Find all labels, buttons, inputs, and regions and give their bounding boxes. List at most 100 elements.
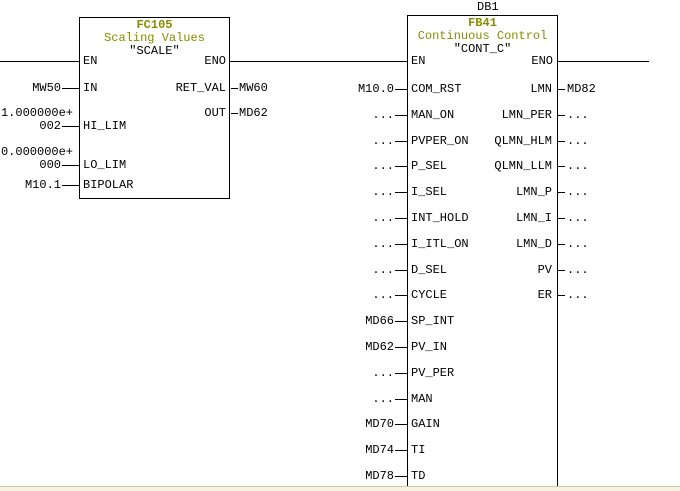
bottom-pane-edge bbox=[0, 486, 680, 491]
pin-name-label: MAN_ON bbox=[411, 108, 455, 122]
pin-name-label: D_SEL bbox=[411, 263, 448, 277]
pin-operand-placeholder[interactable]: ... bbox=[567, 237, 589, 251]
pin-name-label: BIPOLAR bbox=[83, 178, 134, 192]
pin-operand-placeholder[interactable]: ... bbox=[372, 159, 394, 173]
pin-stub-wire bbox=[62, 165, 79, 166]
fc105-scale-block[interactable]: FC105 Scaling Values "SCALE" EN ENO bbox=[79, 17, 230, 199]
pin-stub-wire bbox=[558, 166, 565, 167]
pin-name-label: QLMN_HLM bbox=[494, 134, 552, 148]
pin-operand-placeholder[interactable]: ... bbox=[372, 134, 394, 148]
pin-operand-placeholder[interactable]: ... bbox=[567, 288, 589, 302]
pin-stub-wire bbox=[558, 244, 565, 245]
fb41-cont-c-block[interactable]: FB41 Continuous Control "CONT_C" EN ENO bbox=[407, 15, 558, 491]
pin-operand-placeholder[interactable]: ... bbox=[567, 108, 589, 122]
pin-name-label: LMN_D bbox=[515, 237, 552, 251]
pin-operand-placeholder[interactable]: ... bbox=[372, 263, 394, 277]
block-type-label: FB41 bbox=[468, 16, 497, 30]
pin-stub-wire bbox=[395, 295, 407, 296]
pin-name-label: P_SEL bbox=[411, 159, 448, 173]
pin-stub-wire bbox=[395, 244, 407, 245]
pin-stub-wire bbox=[395, 192, 407, 193]
pin-operand-placeholder[interactable]: ... bbox=[372, 288, 394, 302]
block-symbol-name: "SCALE" bbox=[129, 44, 180, 58]
pin-operand-placeholder[interactable]: ... bbox=[372, 211, 394, 225]
pin-operand-placeholder[interactable]: ... bbox=[567, 185, 589, 199]
pin-operand[interactable]: MD82 bbox=[567, 82, 596, 96]
pin-name-label: LO_LIM bbox=[83, 158, 127, 172]
pin-operand-placeholder[interactable]: ... bbox=[567, 211, 589, 225]
pin-name-label: CYCLE bbox=[411, 288, 448, 302]
pin-stub-wire bbox=[62, 185, 79, 186]
pin-stub-wire bbox=[558, 115, 565, 116]
pin-operand[interactable]: MD66 bbox=[365, 314, 394, 328]
pin-name-label: I_SEL bbox=[411, 185, 448, 199]
pin-stub-wire bbox=[395, 141, 407, 142]
wire-rail-to-fc105-en bbox=[0, 61, 80, 62]
pin-operand-placeholder[interactable]: ... bbox=[567, 134, 589, 148]
pin-stub-wire bbox=[395, 270, 407, 271]
pin-stub-wire bbox=[395, 166, 407, 167]
pin-operand[interactable]: MD62 bbox=[239, 106, 268, 120]
pin-stub-wire bbox=[395, 373, 407, 374]
pin-operand[interactable]: MD62 bbox=[365, 340, 394, 354]
pin-stub-wire bbox=[395, 347, 407, 348]
pin-operand-placeholder[interactable]: ... bbox=[372, 185, 394, 199]
pin-stub-wire bbox=[558, 218, 565, 219]
pin-stub-wire bbox=[395, 321, 407, 322]
pin-stub-wire bbox=[558, 89, 565, 90]
pin-name-label: PV_PER bbox=[411, 366, 455, 380]
pin-stub-wire bbox=[395, 89, 407, 90]
pin-stub-wire bbox=[558, 141, 565, 142]
block-symbol-name: "CONT_C" bbox=[453, 42, 512, 56]
pin-operand-placeholder[interactable]: ... bbox=[567, 159, 589, 173]
wire-fb41-eno-out bbox=[558, 61, 649, 62]
pin-operand[interactable]: MD74 bbox=[365, 443, 394, 457]
pin-name-label: LMN_I bbox=[515, 211, 552, 225]
pin-name-label: COM_RST bbox=[411, 82, 462, 96]
block-type-label: FC105 bbox=[136, 18, 173, 32]
pin-name-label: INT_HOLD bbox=[411, 211, 469, 225]
pin-stub-wire bbox=[558, 295, 565, 296]
pin-name-label: LMN_P bbox=[515, 185, 552, 199]
pin-operand[interactable]: MD70 bbox=[365, 417, 394, 431]
pin-name-label: OUT bbox=[204, 106, 226, 120]
pin-operand[interactable]: M10.0 bbox=[357, 82, 394, 96]
pin-stub-wire bbox=[395, 115, 407, 116]
pin-stub-wire bbox=[231, 88, 238, 89]
pin-name-label: TD bbox=[411, 469, 426, 483]
pin-operand-placeholder[interactable]: ... bbox=[372, 392, 394, 406]
pin-operand[interactable]: MW60 bbox=[239, 81, 268, 95]
pin-stub-wire bbox=[395, 476, 407, 477]
block-comment: Scaling Values bbox=[104, 31, 205, 45]
pin-operand-value-line[interactable]: 000 bbox=[39, 158, 61, 172]
pin-operand[interactable]: MW50 bbox=[32, 81, 61, 95]
pin-stub-wire bbox=[231, 113, 238, 114]
pin-operand[interactable]: MD78 bbox=[365, 469, 394, 483]
pin-name-label: PV bbox=[537, 263, 552, 277]
pin-operand-placeholder[interactable]: ... bbox=[372, 108, 394, 122]
wire-fc105-eno-to-fb41-en bbox=[230, 61, 407, 62]
pin-operand-value-line[interactable]: 002 bbox=[39, 119, 61, 133]
pin-operand-value-line[interactable]: 0.000000e+ bbox=[0, 145, 73, 159]
pin-stub-wire bbox=[395, 218, 407, 219]
pin-operand-placeholder[interactable]: ... bbox=[372, 366, 394, 380]
fc105-block-header: FC105 Scaling Values "SCALE" bbox=[80, 19, 229, 58]
fb41-block-header: FB41 Continuous Control "CONT_C" bbox=[408, 17, 557, 56]
pin-operand-value-line[interactable]: 1.000000e+ bbox=[0, 106, 73, 120]
eno-pin-label: ENO bbox=[531, 54, 553, 68]
pin-stub-wire bbox=[558, 192, 565, 193]
db-instance-label[interactable]: DB1 bbox=[477, 0, 499, 14]
pin-name-label: PVPER_ON bbox=[411, 134, 469, 148]
pin-stub-wire bbox=[395, 399, 407, 400]
pin-stub-wire bbox=[395, 424, 407, 425]
pin-name-label: SP_INT bbox=[411, 314, 455, 328]
pin-operand[interactable]: M10.1 bbox=[24, 178, 61, 192]
pin-name-label: LMN_PER bbox=[501, 108, 552, 122]
pin-name-label: ER bbox=[537, 288, 552, 302]
en-pin-label: EN bbox=[411, 54, 426, 68]
en-pin-label: EN bbox=[83, 54, 98, 68]
pin-name-label: PV_IN bbox=[411, 340, 448, 354]
pin-operand-placeholder[interactable]: ... bbox=[567, 263, 589, 277]
pin-operand-placeholder[interactable]: ... bbox=[372, 237, 394, 251]
